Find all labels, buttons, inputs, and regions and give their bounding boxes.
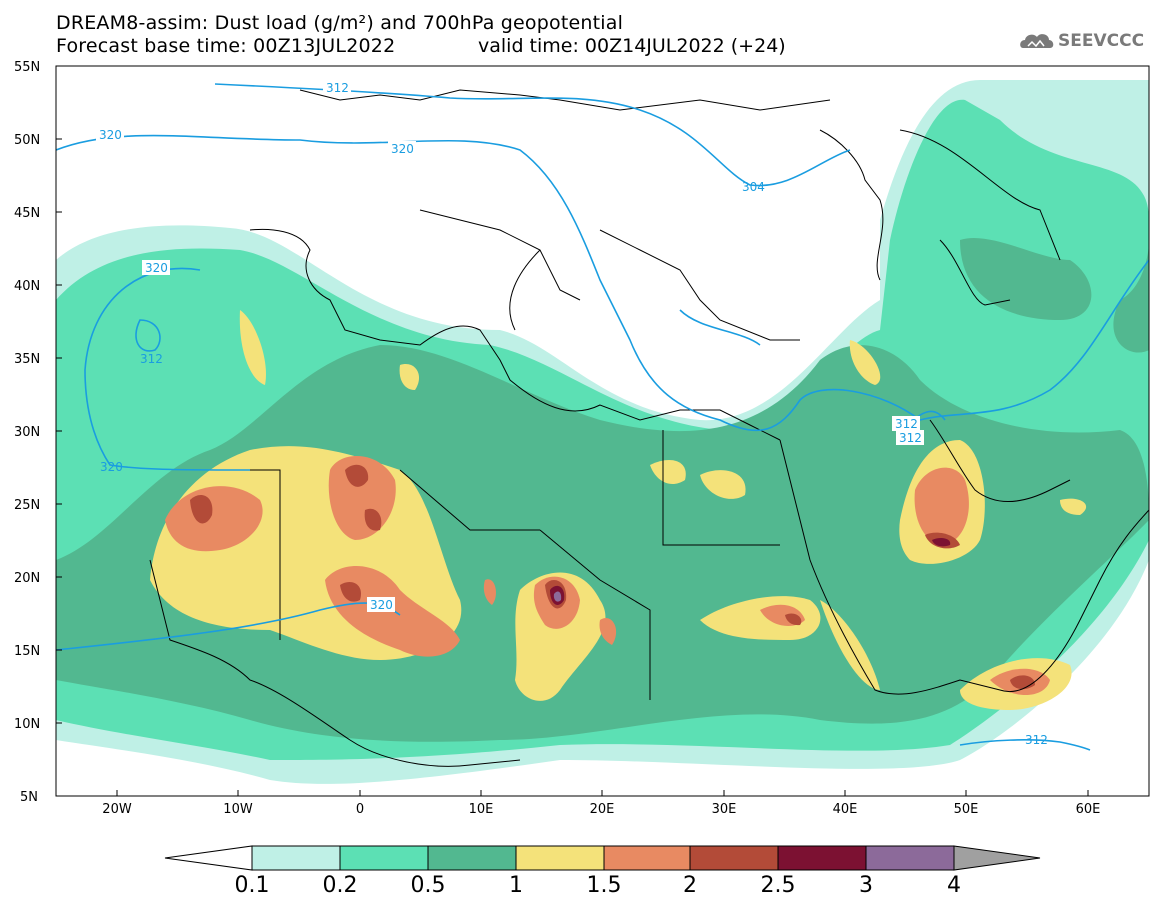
map-title: DREAM8-assim: Dust load (g/m²) and 700hP… bbox=[56, 12, 624, 34]
colorbar bbox=[164, 845, 1041, 871]
contour-label: 320 bbox=[391, 142, 414, 156]
y-axis bbox=[56, 65, 62, 724]
y-tick-label: 45N bbox=[14, 206, 40, 221]
contour-label: 320 bbox=[145, 261, 168, 275]
contour-label: 312 bbox=[899, 431, 922, 445]
colorbar-label: 0.1 bbox=[235, 873, 270, 898]
coastlines bbox=[149, 89, 1149, 767]
colorbar-label: 3 bbox=[859, 873, 873, 898]
colorbar-label: 0.2 bbox=[323, 873, 358, 898]
y-tick-label: 25N bbox=[14, 498, 40, 513]
y-tick-label: 35N bbox=[14, 352, 40, 367]
x-tick-label: 20E bbox=[590, 802, 615, 817]
x-axis bbox=[116, 790, 1089, 796]
contour-labels: 312 320 320 320 312 320 320 304 312 312 … bbox=[96, 80, 1048, 747]
logo-text: SEEVCCC bbox=[1058, 31, 1145, 51]
colorbar-low-triangle bbox=[164, 845, 253, 871]
colorbar-segment bbox=[865, 845, 955, 871]
contour-label: 312 bbox=[895, 417, 918, 431]
colorbar-segment bbox=[339, 845, 429, 871]
colorbar-segment bbox=[603, 845, 691, 871]
contour-label: 304 bbox=[742, 180, 765, 194]
contour-label: 320 bbox=[99, 128, 122, 142]
y-tick-label: 30N bbox=[14, 425, 40, 440]
contour-label: 320 bbox=[100, 460, 123, 474]
colorbar-segment bbox=[251, 845, 341, 871]
y-tick-label: 55N bbox=[14, 60, 40, 75]
colorbar-label: 0.5 bbox=[411, 873, 446, 898]
x-tick-label: 0 bbox=[356, 802, 364, 817]
colorbar-label: 1.5 bbox=[587, 873, 622, 898]
x-tick-label: 50E bbox=[954, 802, 979, 817]
y-tick-label: 20N bbox=[14, 571, 40, 586]
colorbar-segment bbox=[515, 845, 605, 871]
contour-label: 312 bbox=[326, 81, 349, 95]
x-tick-label: 40E bbox=[833, 802, 858, 817]
y-tick-label: 5N bbox=[20, 790, 38, 805]
contour-label: 312 bbox=[1025, 733, 1048, 747]
colorbar-segment bbox=[777, 845, 867, 871]
y-tick-label: 40N bbox=[14, 279, 40, 294]
valid-time: valid time: 00Z14JUL2022 (+24) bbox=[478, 35, 786, 57]
seevccc-logo-icon bbox=[1020, 34, 1054, 48]
contour-label: 320 bbox=[370, 598, 393, 612]
x-tick-label: 30E bbox=[712, 802, 737, 817]
x-tick-label: 20W bbox=[102, 802, 132, 817]
x-tick-label: 60E bbox=[1076, 802, 1101, 817]
dust-field bbox=[56, 66, 1149, 796]
x-tick-label: 10W bbox=[223, 802, 253, 817]
forecast-base-time: Forecast base time: 00Z13JUL2022 bbox=[56, 35, 396, 57]
y-tick-label: 50N bbox=[14, 133, 40, 148]
colorbar-segment bbox=[689, 845, 779, 871]
y-tick-label: 15N bbox=[14, 644, 40, 659]
x-tick-label: 10E bbox=[469, 802, 494, 817]
colorbar-segment bbox=[427, 845, 517, 871]
colorbar-label: 2.5 bbox=[761, 873, 796, 898]
colorbar-label: 4 bbox=[947, 873, 961, 898]
colorbar-label: 2 bbox=[683, 873, 697, 898]
y-tick-label: 10N bbox=[14, 717, 40, 732]
colorbar-high-triangle bbox=[953, 845, 1041, 871]
colorbar-label: 1 bbox=[509, 873, 523, 898]
contour-label: 312 bbox=[140, 352, 163, 366]
